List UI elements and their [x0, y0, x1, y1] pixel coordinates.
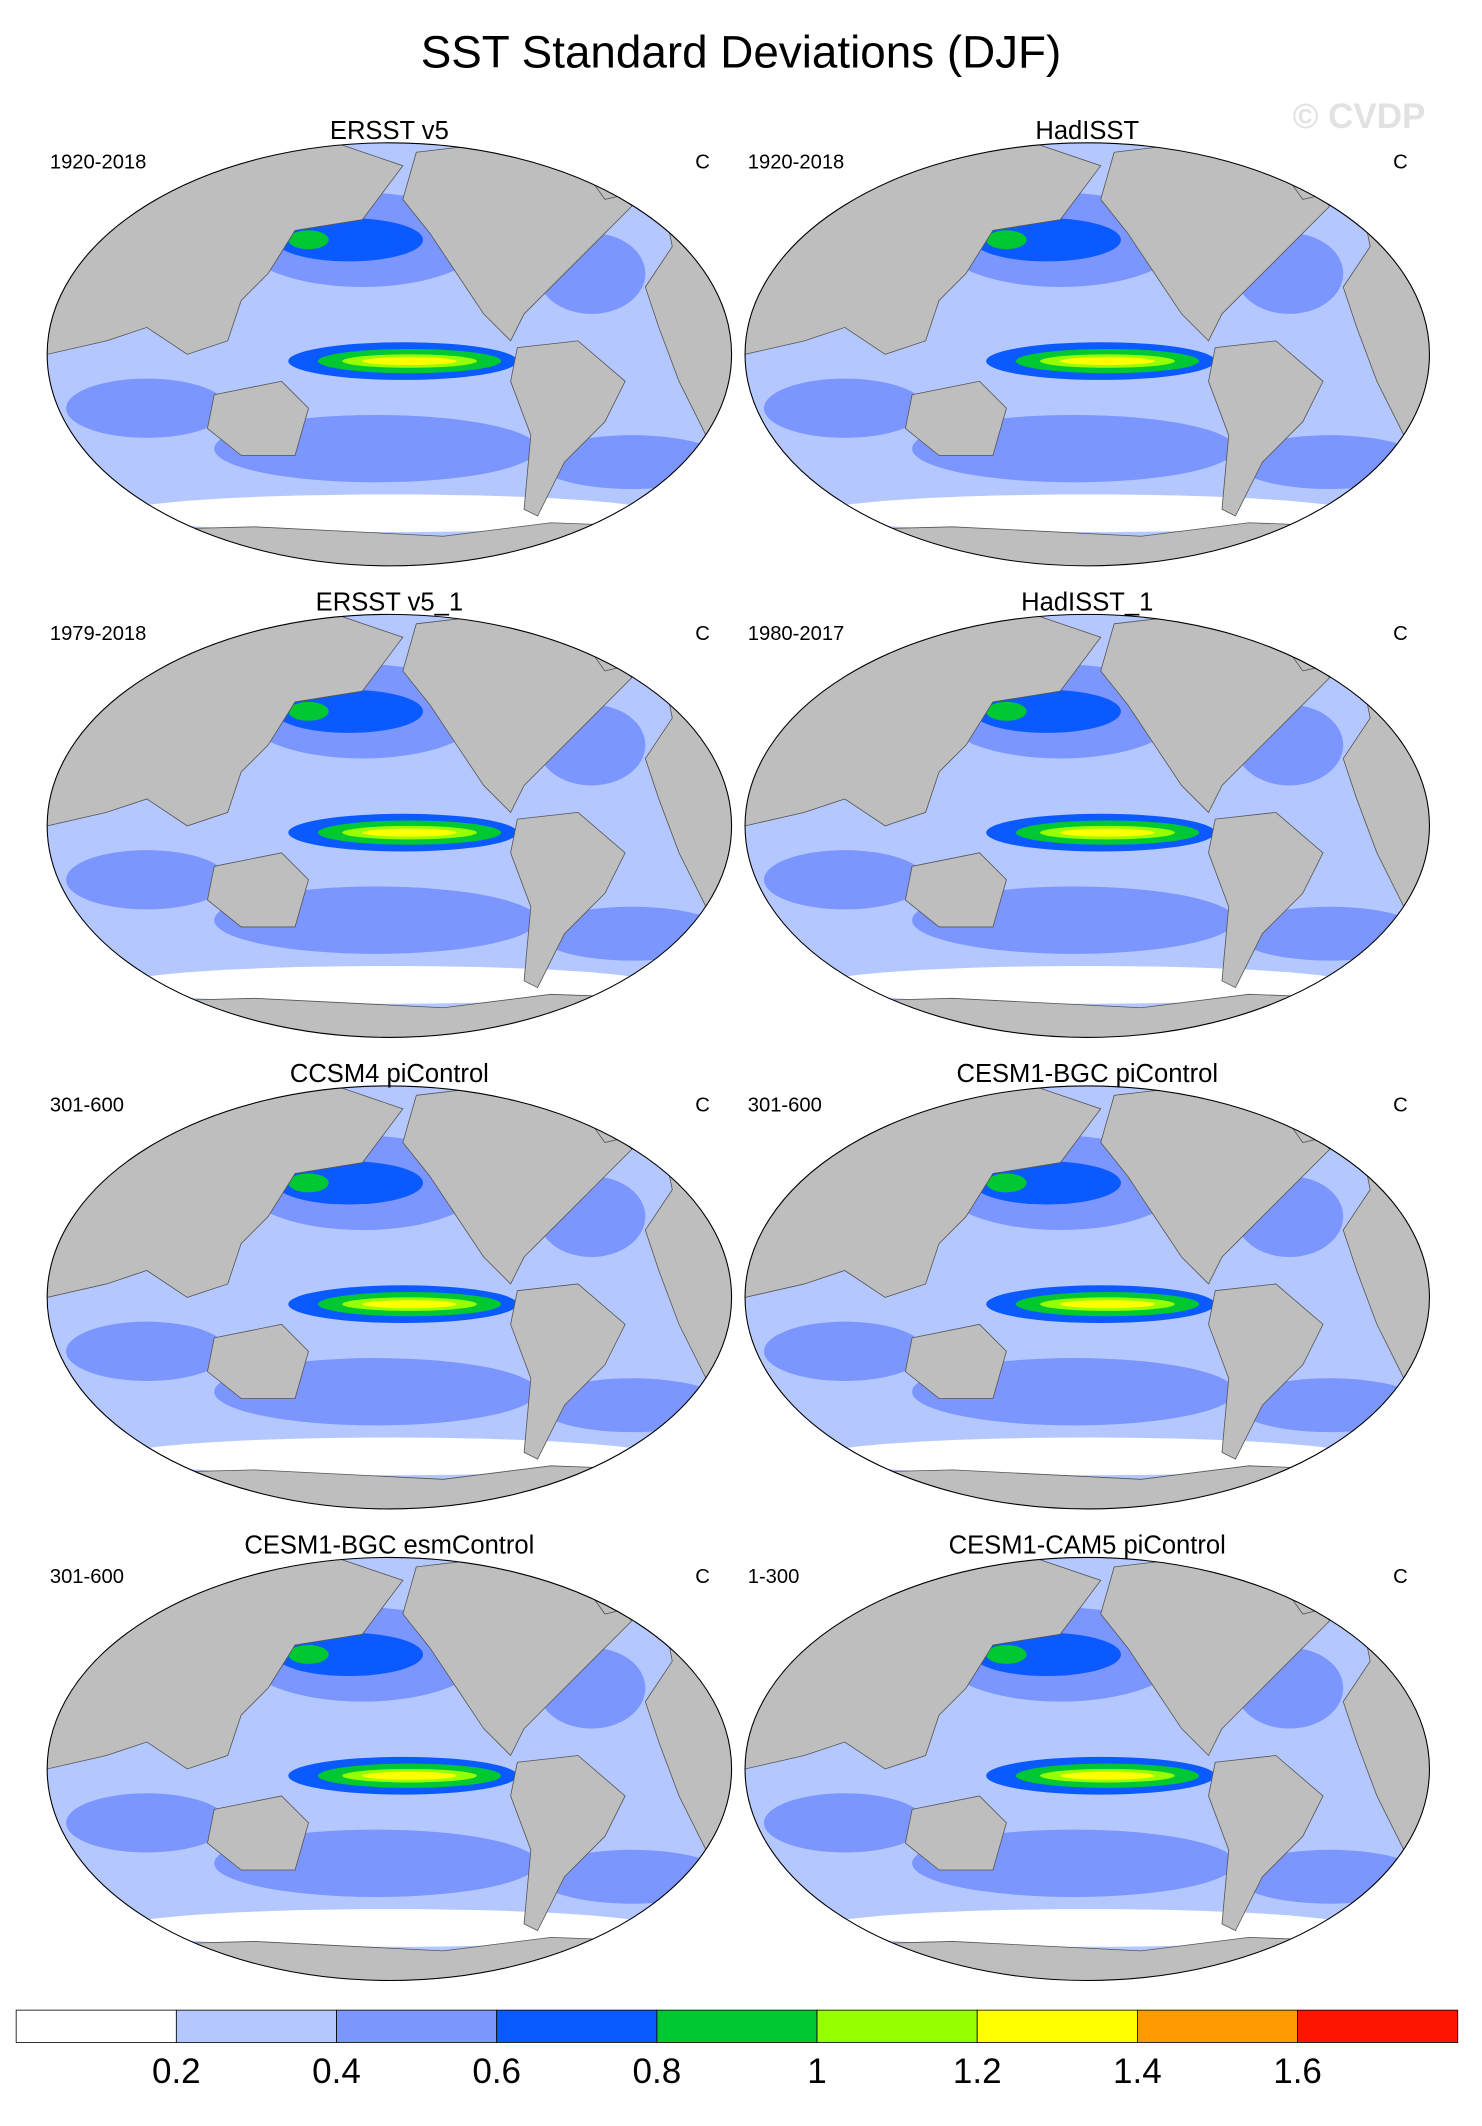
map-panel: ERSST v5 1920-2018 C: [47, 117, 731, 566]
map-panel: ERSST v5_1 1979-2018 C: [47, 588, 731, 1037]
map-panel: CCSM4 piControl 301-600 C: [47, 1060, 731, 1509]
panel-title: CESM1-CAM5 piControl: [949, 1531, 1226, 1559]
map-panel: CESM1-BGC esmControl 301-600 C: [47, 1531, 731, 1980]
colorbar: 0.2 0.4 0.6 0.8 1 1.2 1.4 1.6: [15, 2009, 1459, 2091]
panel-title: CESM1-BGC piControl: [956, 1060, 1218, 1088]
colorbar-label: 0.6: [472, 2052, 521, 2091]
colorbar-box: [496, 2009, 658, 2043]
panel-units: C: [1393, 623, 1408, 645]
colorbar-label: 1.6: [1273, 2052, 1322, 2091]
colorbar-box: [976, 2009, 1138, 2043]
colorbar-box: [1136, 2009, 1298, 2043]
panel-title: CESM1-BGC esmControl: [244, 1531, 534, 1559]
colorbar-box: [1297, 2009, 1459, 2043]
colorbar-label: 1.2: [953, 2052, 1002, 2091]
panel-units: C: [695, 1095, 710, 1117]
map-panel: HadISST_1 1980-2017 C: [745, 588, 1429, 1037]
panel-period: 301-600: [50, 1095, 124, 1117]
colorbar-box: [656, 2009, 818, 2043]
panel-units: C: [695, 151, 710, 173]
map: [47, 614, 731, 1037]
panel-units: C: [1393, 151, 1408, 173]
colorbar-label: 1.4: [1113, 2052, 1162, 2091]
map: [745, 1086, 1429, 1509]
map-panel: CESM1-BGC piControl 301-600 C: [745, 1060, 1429, 1509]
map: [745, 143, 1429, 566]
map-panel: CESM1-CAM5 piControl 1-300 C: [745, 1531, 1429, 1980]
panel-title: ERSST v5_1: [316, 588, 463, 616]
colorbar-label: 1: [807, 2052, 826, 2091]
colorbar-box: [336, 2009, 498, 2043]
panel-units: C: [1393, 1095, 1408, 1117]
watermark: © CVDP: [1293, 97, 1426, 136]
panel-units: C: [695, 623, 710, 645]
colorbar-box: [816, 2009, 978, 2043]
map: [47, 143, 731, 566]
panel-period: 1920-2018: [50, 151, 147, 173]
figure-title: SST Standard Deviations (DJF): [421, 26, 1062, 77]
panel-title: CCSM4 piControl: [290, 1060, 489, 1088]
panel-period: 301-600: [748, 1095, 822, 1117]
panel-title: HadISST_1: [1021, 588, 1153, 616]
panel-period: 1-300: [748, 1566, 800, 1588]
colorbar-box: [15, 2009, 177, 2043]
panel-period: 301-600: [50, 1566, 124, 1588]
panel-title: ERSST v5: [330, 117, 449, 145]
panel-title: HadISST: [1035, 117, 1139, 145]
panel-period: 1920-2018: [748, 151, 845, 173]
map-panel: HadISST 1920-2018 C: [745, 117, 1429, 566]
colorbar-box: [175, 2009, 337, 2043]
panel-units: C: [695, 1566, 710, 1588]
map: [47, 1557, 731, 1980]
colorbar-label: 0.8: [633, 2052, 682, 2091]
panel-units: C: [1393, 1566, 1408, 1588]
panel-period: 1980-2017: [748, 623, 845, 645]
map: [745, 1557, 1429, 1980]
panel-period: 1979-2018: [50, 623, 147, 645]
map: [47, 1086, 731, 1509]
map: [745, 614, 1429, 1037]
colorbar-label: 0.2: [152, 2052, 201, 2091]
colorbar-label: 0.4: [312, 2052, 361, 2091]
